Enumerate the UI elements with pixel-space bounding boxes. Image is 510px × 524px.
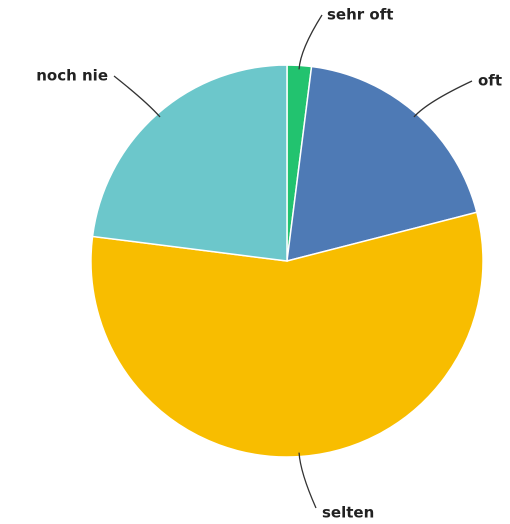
pie-slice xyxy=(91,64,288,262)
slice-label: noch nie xyxy=(36,67,108,85)
slice-label: oft xyxy=(478,72,502,90)
leader-line xyxy=(113,75,161,118)
slice-label: selten xyxy=(322,504,374,522)
leader-line xyxy=(413,80,473,118)
leader-line xyxy=(298,452,317,509)
slice-label: sehr oft xyxy=(327,6,393,24)
leader-line xyxy=(298,14,323,70)
